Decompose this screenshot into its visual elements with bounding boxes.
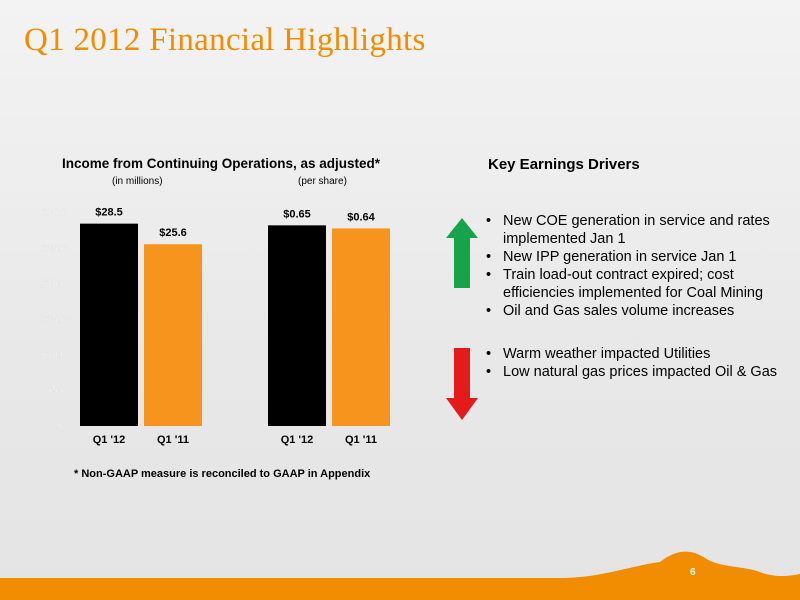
data-label: $0.65 <box>283 208 311 220</box>
x-tick-label: Q1 '12 <box>93 434 126 446</box>
negative-driver-item: Warm weather impacted Utilities <box>486 345 777 363</box>
y-tick-label: $- <box>57 421 66 432</box>
negative-driver-item: Low natural gas prices impacted Oil & Ga… <box>486 363 777 381</box>
negative-drivers-list: Warm weather impacted Utilities Low natu… <box>486 345 777 381</box>
chart-subtitle-per-share: (per share) <box>298 176 347 187</box>
data-label: $25.6 <box>159 227 187 239</box>
data-label: $0.64 <box>347 211 375 223</box>
y-tick-label: $10.0 <box>41 350 66 361</box>
bar <box>332 228 390 426</box>
y-tick-label: $20.0 <box>41 279 66 290</box>
positive-driver-item: Train load-out contract expired; cost ef… <box>486 266 800 302</box>
bar <box>268 225 326 426</box>
chart-title: Income from Continuing Operations, as ad… <box>62 156 381 171</box>
footnote: * Non-GAAP measure is reconciled to GAAP… <box>74 468 371 480</box>
bar <box>80 223 138 426</box>
positive-driver-item: New IPP generation in service Jan 1 <box>486 248 800 266</box>
down-arrow-icon <box>446 348 478 420</box>
positive-drivers-list: New COE generation in service and rates … <box>486 212 800 320</box>
up-arrow-icon <box>446 218 478 288</box>
bar <box>144 244 202 426</box>
y-tick-label: $25.0 <box>41 244 66 255</box>
y-tick-label: $30.0 <box>41 208 66 219</box>
y-tick-label: $15.0 <box>41 315 66 326</box>
positive-driver-item: Oil and Gas sales volume increases <box>486 302 800 320</box>
x-tick-label: Q1 '11 <box>157 434 189 446</box>
footer-band <box>0 551 800 600</box>
drivers-heading: Key Earnings Drivers <box>488 156 640 173</box>
x-tick-label: Q1 '11 <box>345 434 377 446</box>
y-tick-label: $5.0 <box>47 386 67 397</box>
x-tick-label: Q1 '12 <box>281 434 314 446</box>
positive-driver-item: New COE generation in service and rates … <box>486 212 800 248</box>
data-label: $28.5 <box>95 207 123 219</box>
page-number: 6 <box>690 567 696 578</box>
chart-subtitle-millions: (in millions) <box>112 176 163 187</box>
slide-title: Q1 2012 Financial Highlights <box>24 22 426 58</box>
